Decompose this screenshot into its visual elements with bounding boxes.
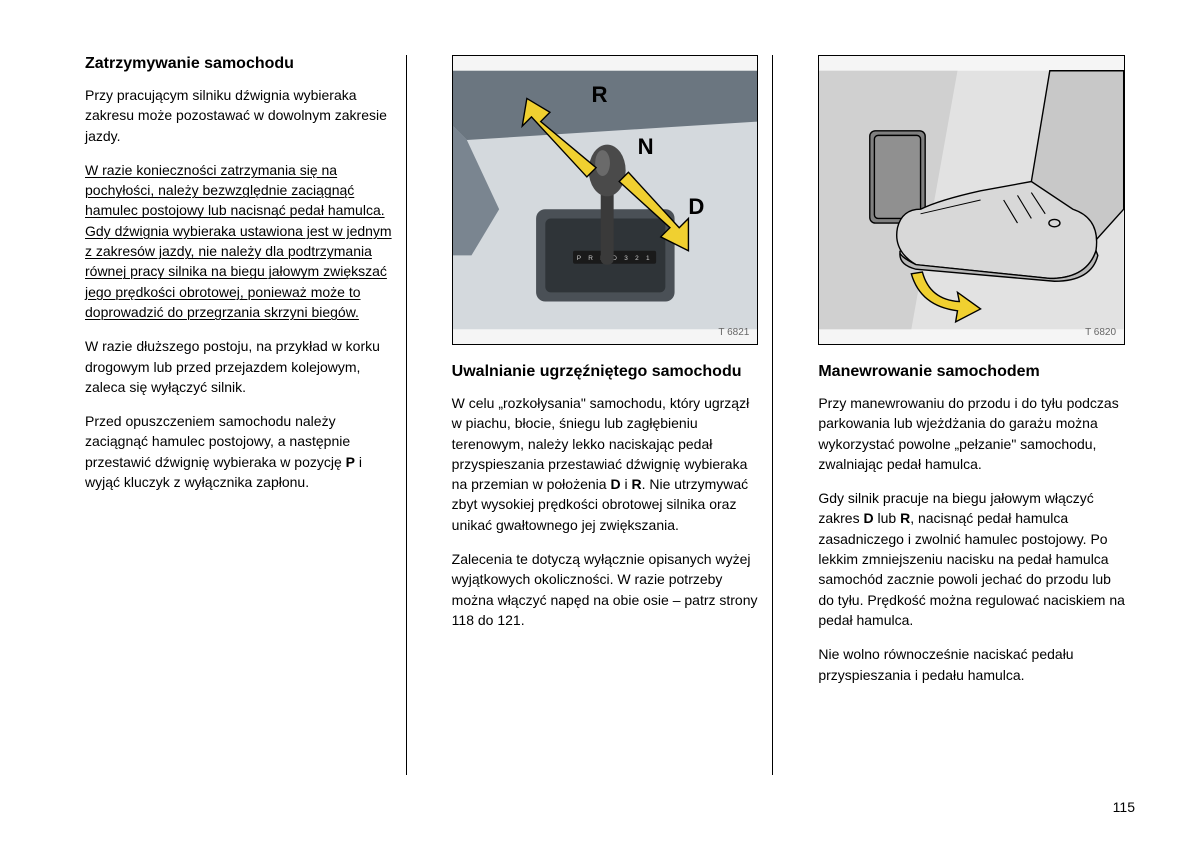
- foot-pedal-figure: T 6820: [818, 55, 1125, 345]
- col1-p4: Przed opuszczeniem samochodu należy zaci…: [85, 411, 392, 492]
- gear-lever-svg: P R N D 3 2 1 R N D: [453, 56, 758, 344]
- svg-text:P R N D 3 2 1: P R N D 3 2 1: [576, 255, 652, 262]
- col1-p3: W razie dłuższego postoju, na przykład w…: [85, 336, 392, 397]
- col3-p2-d: D: [863, 510, 873, 526]
- svg-text:D: D: [688, 194, 704, 219]
- figure2-label: T 6820: [1085, 327, 1116, 338]
- col1-p2-underlined: W razie konieczności zatrzymania się na …: [85, 162, 392, 320]
- col2-p1: W celu „rozkołysania" samochodu, który u…: [452, 393, 759, 535]
- page-number: 115: [1113, 799, 1135, 815]
- svg-text:R: R: [591, 82, 607, 107]
- foot-pedal-svg: [819, 56, 1124, 344]
- gear-lever-figure: P R N D 3 2 1 R N D T 6821: [452, 55, 759, 345]
- col2-heading: Uwalnianie ugrzęźniętego samochodu: [452, 363, 759, 381]
- col2-p2: Zalecenia te dotyczą wyłącznie opisanych…: [452, 549, 759, 630]
- col3-p3: Nie wolno równocześnie naciskać pedału p…: [818, 644, 1125, 685]
- col3-heading: Manewrowanie samochodem: [818, 363, 1125, 381]
- column-1: Zatrzymywanie samochodu Przy pracującym …: [70, 55, 407, 775]
- col1-heading: Zatrzymywanie samochodu: [85, 55, 392, 73]
- col3-p2-lub: lub: [874, 510, 900, 526]
- col2-p1-d: D: [610, 476, 620, 492]
- figure1-label: T 6821: [718, 327, 749, 338]
- col3-p1: Przy manewrowaniu do przodu i do tyłu po…: [818, 393, 1125, 474]
- column-3: T 6820 Manewrowanie samochodem Przy mane…: [803, 55, 1140, 775]
- col2-p1-i: i: [621, 476, 632, 492]
- col3-p2-t2: , nacisnąć pedał hamulca zasadniczego i …: [818, 510, 1125, 627]
- col1-p1: Przy pracującym silniku dźwignia wybiera…: [85, 85, 392, 146]
- col3-p2-r: R: [900, 510, 910, 526]
- page-columns: Zatrzymywanie samochodu Przy pracującym …: [70, 55, 1140, 775]
- col1-p4-text1: Przed opuszczeniem samochodu należy zaci…: [85, 413, 350, 470]
- column-2: P R N D 3 2 1 R N D T 6821 Uwalnianie: [437, 55, 774, 775]
- col3-p2: Gdy silnik pracuje na biegu jałowym włąc…: [818, 488, 1125, 630]
- svg-text:N: N: [637, 134, 653, 159]
- col1-p2: W razie konieczności zatrzymania się na …: [85, 160, 392, 322]
- col1-p4-bold: P: [346, 454, 355, 470]
- col2-p1-r: R: [631, 476, 641, 492]
